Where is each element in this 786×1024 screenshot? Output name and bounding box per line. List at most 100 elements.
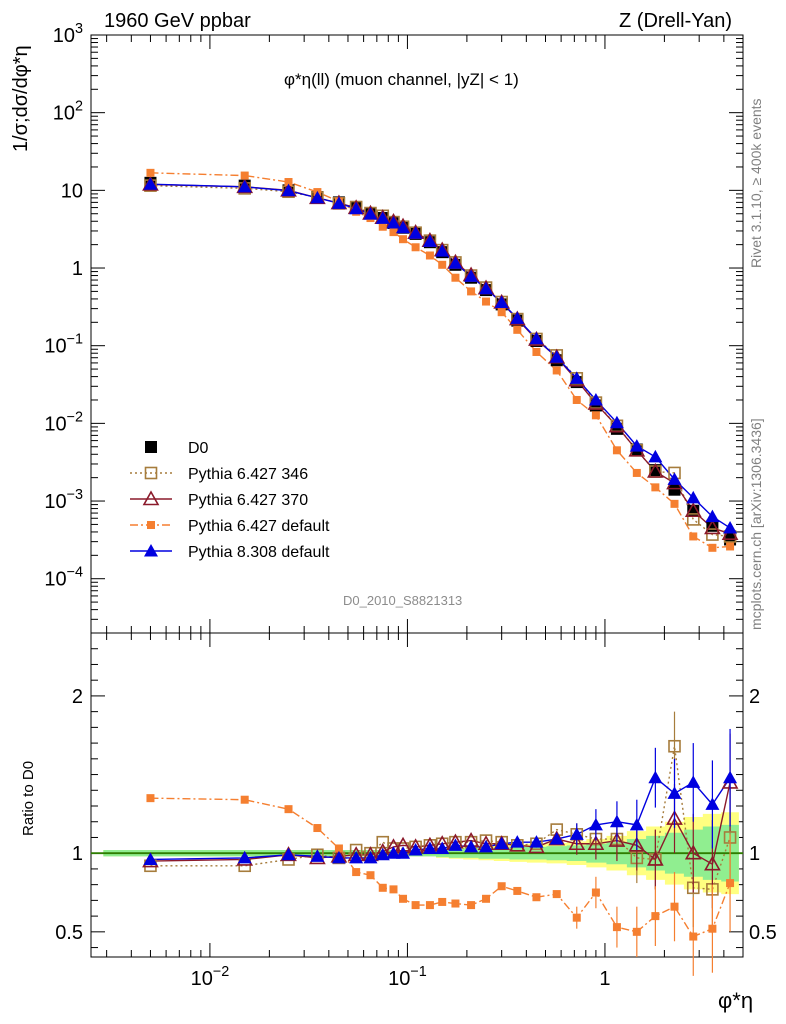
- ratio-axis-title: Ratio to D0: [20, 760, 37, 836]
- ratio-point-p6def: [366, 871, 375, 880]
- legend-marker-p6def: [147, 521, 155, 529]
- series-point-p6def: [708, 543, 717, 552]
- ratio-point-p8def: [349, 850, 364, 864]
- ratio-point-p6def: [146, 794, 155, 803]
- series-point-p8def: [349, 201, 364, 215]
- legend-marker-data: [145, 441, 157, 453]
- ratio-point-p8def: [375, 847, 390, 861]
- y-tick-label: 102: [53, 99, 83, 125]
- ratio-point-p8def: [510, 835, 525, 848]
- ratio-point-p370: [704, 855, 721, 871]
- ratio-point-p370: [628, 836, 646, 852]
- series-point-p6def: [399, 235, 408, 244]
- series-line-p346: [150, 184, 731, 538]
- ratio-point-p6def: [352, 868, 361, 877]
- ratio-point-p6def: [467, 901, 476, 910]
- ratio-point-p8def: [723, 770, 738, 784]
- x-tick-label: 1: [599, 968, 610, 990]
- ratio-point-p6def: [451, 899, 460, 908]
- series-point-p8def: [143, 177, 158, 190]
- series-point-p346: [706, 528, 719, 541]
- ratio-point-p8def: [448, 838, 463, 851]
- series-point-p6def: [438, 260, 447, 269]
- series-point-p8def: [549, 350, 564, 363]
- series-point-p6def: [726, 542, 735, 551]
- ratio-point-p6def: [411, 901, 420, 910]
- ratio-point-p6def: [497, 882, 506, 891]
- ratio-point-p8def: [588, 817, 603, 831]
- series-point-p8def: [422, 234, 437, 247]
- series-point-p6def: [513, 325, 522, 334]
- series-point-p8def: [588, 392, 603, 406]
- series-point-p8def: [464, 269, 479, 282]
- ratio-point-p8def: [363, 850, 378, 864]
- ratio-point-p8def: [629, 817, 644, 831]
- ratio-point-p6def: [689, 932, 698, 941]
- ratio-point-p8def: [386, 846, 401, 859]
- series-point-p6def: [532, 347, 541, 356]
- ratio-point-p370: [646, 850, 664, 866]
- ratio-point-p8def: [396, 846, 411, 859]
- series-point-p8def: [375, 211, 390, 224]
- ratio-y-tick-label-right: 2: [749, 686, 760, 708]
- x-tick-label: 10−1: [388, 964, 427, 990]
- ratio-point-p6def: [284, 805, 293, 814]
- legend-label-p8def: Pythia 8.308 default: [188, 544, 330, 561]
- y-tick-label: 10−4: [44, 565, 83, 591]
- series-point-p6def: [482, 297, 491, 306]
- series-point-p8def: [386, 215, 401, 229]
- series-point-p8def: [494, 295, 509, 308]
- ratio-point-p370: [587, 835, 605, 851]
- series-point-p6def: [411, 243, 420, 252]
- series-point-p8def: [686, 490, 701, 504]
- ratio-point-p370: [608, 831, 626, 847]
- y-tick-label: 10−1: [44, 332, 83, 358]
- ratio-frame: [90, 632, 744, 958]
- ratio-point-p8def: [494, 836, 509, 850]
- series-point-p8def: [435, 244, 450, 257]
- ratio-point-p6def: [651, 912, 660, 921]
- ratio-point-p6def: [572, 913, 581, 922]
- y-tick-label: 103: [53, 21, 83, 47]
- series-point-p6def: [552, 366, 561, 375]
- ratio-point-p8def: [408, 843, 423, 856]
- ratio-point-p8def: [686, 775, 701, 788]
- ratio-point-p8def: [435, 841, 450, 854]
- series-point-p6def: [451, 273, 460, 282]
- ratio-point-p8def: [237, 850, 252, 864]
- ratio-point-p8def: [331, 850, 346, 864]
- x-axis-title: φ*η: [718, 988, 754, 1013]
- ratio-point-p8def: [422, 841, 437, 854]
- header-right: Z (Drell-Yan): [619, 10, 732, 32]
- legend-label-p370: Pythia 6.427 370: [188, 492, 308, 509]
- ratio-point-p8def: [529, 835, 544, 848]
- series-point-p8def: [667, 472, 682, 485]
- series-point-p8def: [396, 220, 411, 234]
- series-point-p8def: [569, 371, 584, 384]
- ratio-point-p6def: [334, 844, 343, 853]
- series-point-p6def: [689, 532, 698, 541]
- ratio-point-p6def: [513, 886, 522, 895]
- series-point-p8def: [408, 226, 423, 239]
- ratio-y-tick-label: 0.5: [55, 922, 83, 944]
- series-point-p346: [686, 513, 700, 526]
- ratio-point-p6def: [552, 890, 561, 899]
- ratio-point-p8def: [648, 770, 663, 784]
- series-point-p8def: [310, 190, 325, 204]
- series-point-p6def: [632, 468, 641, 477]
- series-point-p6def: [670, 499, 679, 508]
- ratio-point-p6def: [532, 893, 541, 902]
- ratio-point-p346: [668, 739, 681, 753]
- ratio-point-p6def: [708, 924, 717, 933]
- series-point-p8def: [705, 509, 720, 523]
- ratio-point-p6def: [438, 897, 447, 906]
- ratio-panel: 10−2 10−1 1 0.5 0.5 1 1 2 2: [55, 632, 777, 990]
- series-point-p8def: [629, 439, 644, 452]
- series-point-p8def: [448, 256, 463, 269]
- y-axis-title: 1/σ;dσ/dφ*η: [10, 45, 32, 152]
- ratio-point-p370: [684, 844, 702, 860]
- ratio-point-p8def: [609, 814, 624, 828]
- ratio-point-p6def: [670, 902, 679, 911]
- series-point-p370: [684, 502, 702, 518]
